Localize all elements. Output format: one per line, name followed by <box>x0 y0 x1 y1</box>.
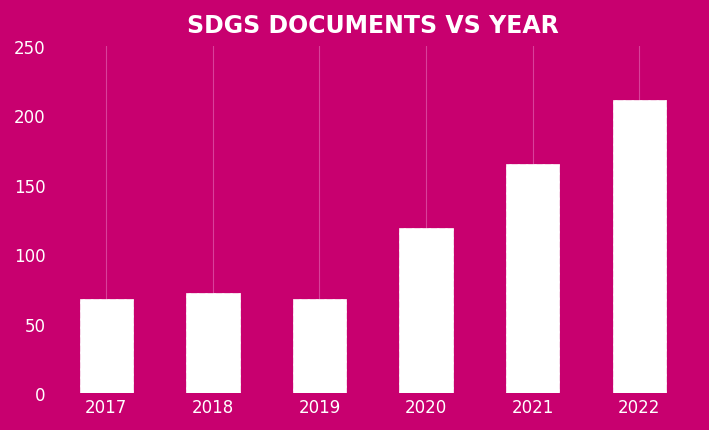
Bar <box>399 228 452 393</box>
Bar <box>293 299 346 393</box>
Title: SDGS DOCUMENTS VS YEAR: SDGS DOCUMENTS VS YEAR <box>187 14 559 38</box>
Bar <box>186 294 240 393</box>
Bar <box>613 101 666 393</box>
Bar <box>79 299 133 393</box>
Bar <box>506 165 559 393</box>
